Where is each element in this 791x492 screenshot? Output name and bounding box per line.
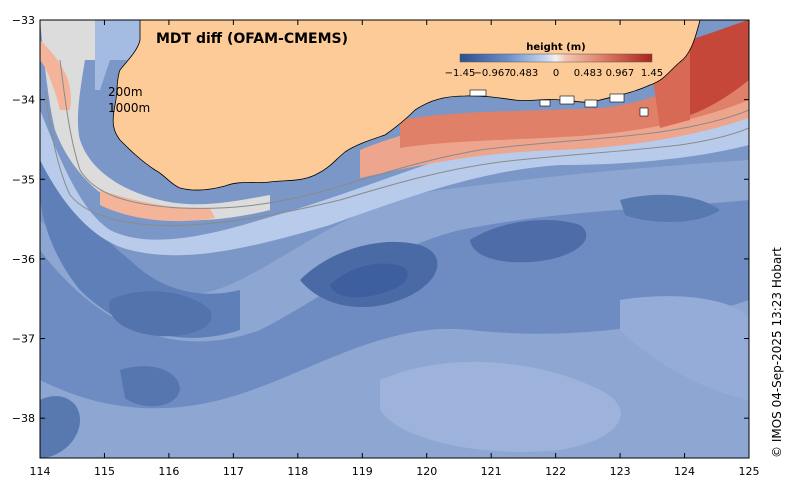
colorbar-tick-label: 1.45 <box>641 68 663 79</box>
colorbar-tick-label: −0.967 <box>474 68 511 79</box>
negative-core-3 <box>470 220 587 263</box>
island-2 <box>559 95 575 105</box>
y-tick-label: −35 <box>12 173 35 186</box>
island-4 <box>609 93 625 103</box>
contour-1000m <box>44 89 749 227</box>
contour-200m <box>59 59 749 209</box>
plot-area <box>40 20 749 458</box>
land-mass <box>112 20 701 191</box>
map-title: MDT diff (OFAM-CMEMS) <box>156 31 348 47</box>
y-tick-label: −33 <box>12 14 35 27</box>
x-tick-label: 114 <box>30 465 51 478</box>
island-1 <box>539 99 551 107</box>
x-tick-label: 124 <box>674 465 695 478</box>
colorbar-gradient <box>459 53 653 63</box>
x-tick-label: 120 <box>416 465 437 478</box>
contour-label-1000m: 1000m <box>108 101 150 115</box>
positive-coastal-max <box>690 20 749 115</box>
colorbar-tick-label: 0.483 <box>574 68 603 79</box>
colorbar-tick-label: 0.483 <box>510 68 539 79</box>
y-axis: −33 −34 −35 −36 −37 −38 <box>12 14 749 425</box>
y-tick-label: −36 <box>12 253 35 266</box>
y-tick-label: −37 <box>12 333 35 346</box>
lighter-patch-east <box>620 296 749 400</box>
lighter-patch-south <box>380 361 621 452</box>
plot-frame <box>39 19 750 459</box>
y-tick-label: −38 <box>12 412 35 425</box>
colorbar-title: height (m) <box>526 42 585 53</box>
negative-core-6 <box>120 366 180 407</box>
colorbar: height (m) −1.45−0.967 0.483 0 0.483 0.967 1.… <box>445 42 663 79</box>
x-tick-label: 118 <box>287 465 308 478</box>
colorbar-tick-label: −1.45 <box>445 68 476 79</box>
credit-text: © IMOS 04-Sep-2025 13:23 Hobart <box>770 247 784 458</box>
x-tick-label: 117 <box>223 465 244 478</box>
positive-light-band <box>40 40 71 110</box>
negative-core-7 <box>620 194 720 222</box>
x-tick-label: 123 <box>610 465 631 478</box>
negative-core-4 <box>109 291 212 337</box>
island-3 <box>584 99 598 108</box>
x-tick-label: 125 <box>739 465 760 478</box>
colorbar-tick-label: 0 <box>553 68 559 79</box>
island-6 <box>469 89 487 97</box>
x-axis: 114 115 116 117 118 119 120 121 122 123 124 125 <box>30 20 760 478</box>
x-tick-label: 121 <box>481 465 502 478</box>
y-tick-label: −34 <box>12 94 35 107</box>
x-tick-label: 119 <box>352 465 373 478</box>
colorbar-tick-label: 0.967 <box>606 68 635 79</box>
negative-core-2 <box>330 263 408 298</box>
colorbar-ticks: −1.45−0.967 0.483 0 0.483 0.967 1.45 <box>445 68 663 79</box>
contour-label-200m: 200m <box>108 85 143 99</box>
negative-band-west <box>40 120 240 338</box>
x-tick-label: 115 <box>94 465 115 478</box>
near-shelf-blue-west <box>95 20 140 90</box>
negative-band-mid <box>40 200 749 409</box>
shelf-grey-band <box>40 20 270 221</box>
x-tick-label: 116 <box>158 465 179 478</box>
island-5 <box>639 107 649 117</box>
x-tick-label: 122 <box>545 465 566 478</box>
negative-core-5 <box>40 396 80 458</box>
